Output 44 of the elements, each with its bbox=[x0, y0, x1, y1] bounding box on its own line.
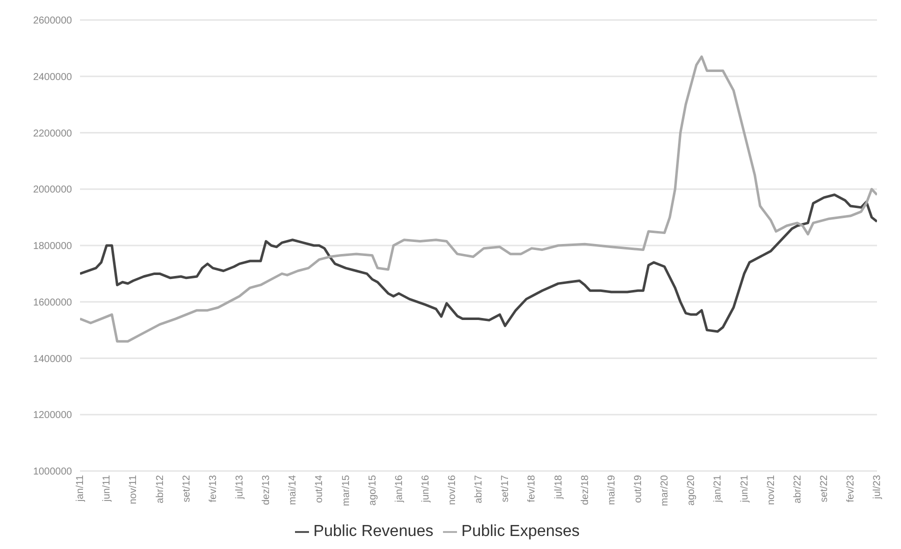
x-tick-label: jul/13 bbox=[234, 474, 246, 500]
line-series bbox=[80, 55, 877, 343]
x-tick-label: jun/21 bbox=[739, 474, 750, 504]
y-tick-label: 1400000 bbox=[33, 354, 72, 365]
y-tick-label: 2400000 bbox=[33, 72, 72, 83]
x-tick-label: jan/16 bbox=[394, 474, 405, 504]
x-tick-label: out/19 bbox=[633, 474, 644, 503]
line-series bbox=[80, 194, 877, 333]
y-tick-label: 2600000 bbox=[33, 16, 72, 27]
y-tick-label: 1000000 bbox=[33, 466, 72, 478]
x-tick-label: abr/22 bbox=[792, 474, 804, 504]
x-tick-label: jun/16 bbox=[420, 474, 432, 504]
x-tick-label: abr/12 bbox=[154, 474, 166, 504]
x-tick-label: fev/18 bbox=[526, 474, 538, 502]
x-tick-label: mar/15 bbox=[340, 474, 352, 506]
x-tick-label: jan/21 bbox=[712, 474, 724, 504]
y-tick-label: 1200000 bbox=[33, 410, 72, 422]
x-tick-label: jul/18 bbox=[553, 474, 564, 500]
x-tick-label: dez/13 bbox=[261, 474, 272, 506]
x-tick-label: nov/11 bbox=[128, 474, 140, 504]
y-tick-label: 1600000 bbox=[33, 297, 72, 308]
x-tick-label: fev/23 bbox=[846, 474, 857, 502]
x-tick-label: nov/21 bbox=[766, 474, 777, 506]
x-tick-label: abr/17 bbox=[474, 474, 485, 504]
x-tick-label: ago/20 bbox=[686, 474, 698, 506]
x-tick-label: set/22 bbox=[818, 474, 830, 502]
x-tick-label: mar/20 bbox=[660, 474, 671, 506]
x-tick-label: ago/15 bbox=[367, 474, 378, 506]
x-tick-label: out/14 bbox=[314, 474, 326, 503]
x-tick-label: jan/11 bbox=[75, 474, 86, 503]
x-tick-label: mai/14 bbox=[288, 474, 299, 506]
y-tick-label: 1800000 bbox=[33, 241, 72, 252]
x-tick-label: set/12 bbox=[181, 474, 192, 502]
x-tick-label: dez/18 bbox=[580, 474, 591, 506]
legend-label: Public Expenses bbox=[461, 523, 580, 540]
legend-label: Public Revenues bbox=[313, 523, 434, 540]
x-tick-label: jun/11 bbox=[102, 474, 113, 503]
x-tick-label: nov/16 bbox=[447, 474, 458, 506]
x-tick-label: fev/13 bbox=[208, 474, 219, 502]
x-tick-label: set/17 bbox=[500, 474, 512, 502]
y-tick-label: 2200000 bbox=[33, 128, 72, 140]
y-tick-label: 2000000 bbox=[33, 184, 72, 196]
x-tick-label: mai/19 bbox=[606, 474, 618, 506]
x-tick-label: jul/23 bbox=[872, 474, 884, 500]
